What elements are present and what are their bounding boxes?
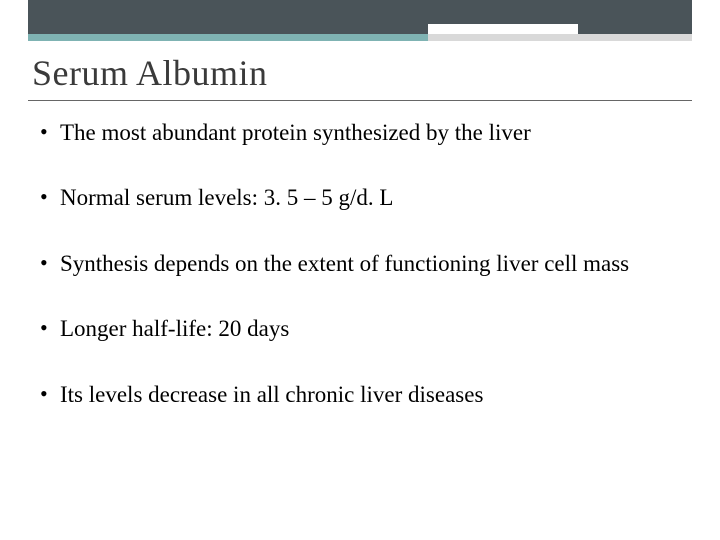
header-band — [28, 0, 692, 34]
bullet-item: • Normal serum levels: 3. 5 – 5 g/d. L — [40, 183, 680, 212]
bullet-text: The most abundant protein synthesized by… — [60, 118, 680, 147]
bullet-marker-icon: • — [40, 314, 60, 342]
bullet-marker-icon: • — [40, 249, 60, 277]
header-notch — [428, 24, 578, 34]
gray-accent-strip — [428, 34, 692, 41]
title-underline — [28, 100, 692, 101]
bullet-item: • Its levels decrease in all chronic liv… — [40, 380, 680, 409]
bullet-marker-icon: • — [40, 380, 60, 408]
slide-title: Serum Albumin — [32, 52, 268, 94]
bullet-text: Its levels decrease in all chronic liver… — [60, 380, 680, 409]
bullet-text: Normal serum levels: 3. 5 – 5 g/d. L — [60, 183, 680, 212]
bullet-list: • The most abundant protein synthesized … — [40, 118, 680, 445]
teal-accent-strip — [28, 34, 428, 41]
bullet-item: • Longer half-life: 20 days — [40, 314, 680, 343]
bullet-marker-icon: • — [40, 183, 60, 211]
bullet-marker-icon: • — [40, 118, 60, 146]
bullet-text: Longer half-life: 20 days — [60, 314, 680, 343]
bullet-item: • Synthesis depends on the extent of fun… — [40, 249, 680, 278]
bullet-item: • The most abundant protein synthesized … — [40, 118, 680, 147]
bullet-text: Synthesis depends on the extent of funct… — [60, 249, 680, 278]
